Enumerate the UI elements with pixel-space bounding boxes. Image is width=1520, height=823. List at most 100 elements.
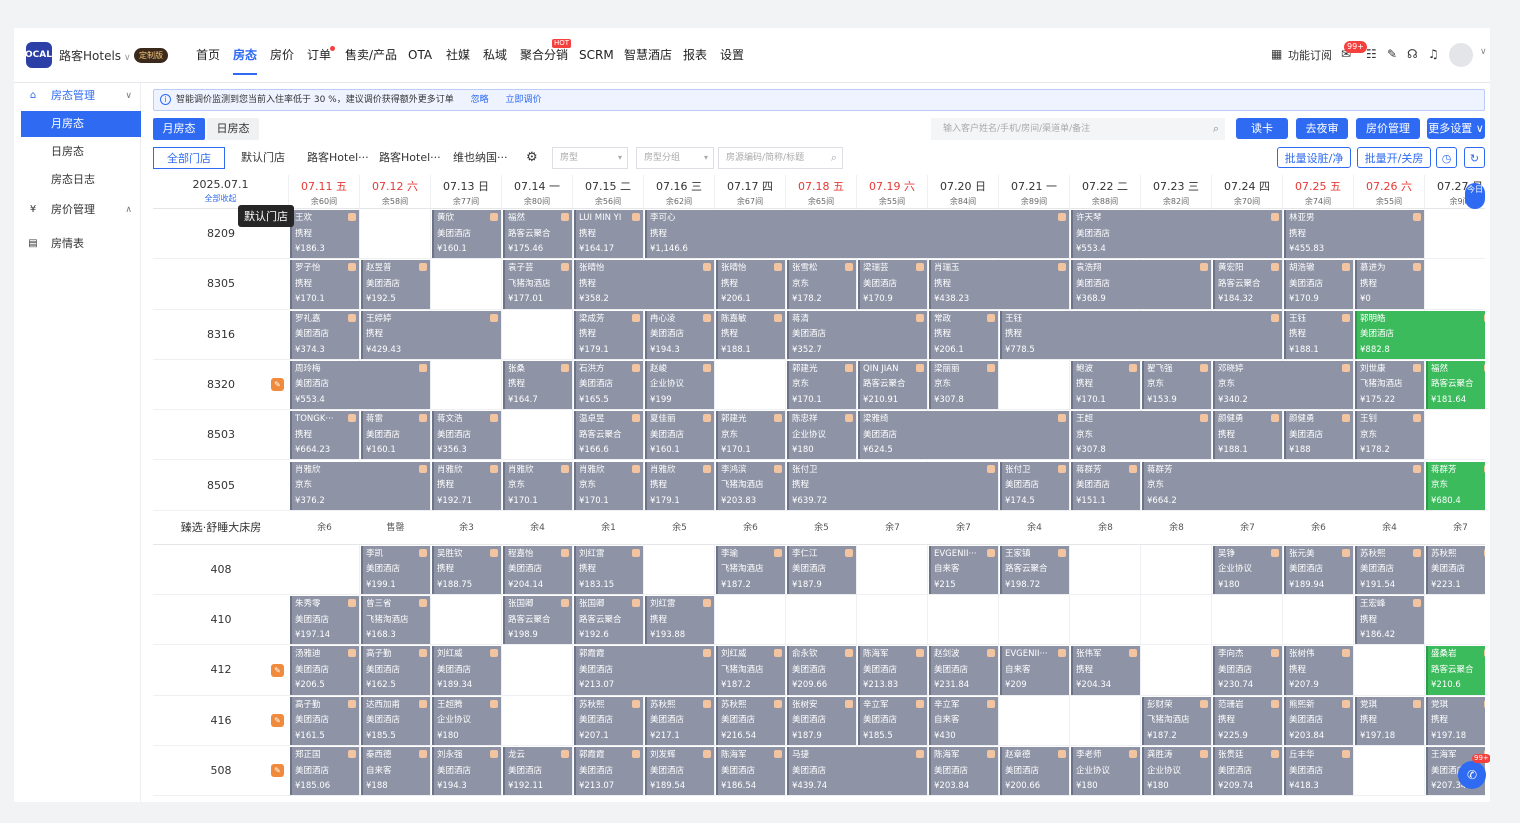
grid-cell[interactable] [999,595,1070,646]
grid-cell[interactable] [999,209,1070,260]
booking-block[interactable]: 邓晓婷 京东 ¥340.2 [1213,360,1353,410]
grid-cell[interactable] [431,544,502,596]
grid-cell[interactable] [1283,359,1354,411]
grid-cell[interactable] [1354,695,1425,746]
ignore-link[interactable]: 忽略 [470,95,489,105]
booking-block[interactable]: 汤雅迪 美团酒店 ¥206.5 [290,646,359,695]
room-group-select[interactable]: 房型分组 ▾ [636,147,714,169]
booking-block[interactable]: 马捷 美团酒店 ¥439.74 [787,747,927,796]
grid-cell[interactable] [786,359,857,411]
booking-block[interactable]: 李老师 企业协议 ¥180 [1071,747,1140,796]
tab-daily-view[interactable]: 日房态 [207,118,259,140]
booking-block[interactable]: 张国卿 路客云聚合 ¥192.6 [574,596,643,645]
grid-cell[interactable] [1070,746,1141,797]
store-tab-hotel-2[interactable]: 路客Hotel··· [379,151,441,164]
booking-block[interactable]: 李仁江 美团酒店 ¥187.9 [787,545,856,595]
booking-block[interactable]: 龚胜涛 企业协议 ¥180 [1142,747,1211,796]
nav-item[interactable]: 聚合分销 HOT [520,28,572,83]
grid-cell[interactable] [360,544,431,596]
booking-block[interactable]: 高子勤 美团酒店 ¥162.5 [361,646,430,695]
grid-cell[interactable] [999,259,1070,310]
grid-cell[interactable] [1354,460,1425,511]
booking-block[interactable]: 林亚男 携程 ¥455.83 [1284,210,1424,259]
grid-cell[interactable] [1283,309,1354,360]
headset-icon[interactable]: ☊ [1407,47,1418,61]
grid-cell[interactable] [1283,695,1354,746]
booking-block[interactable]: 党琪 携程 ¥197.18 [1426,696,1485,745]
booking-block[interactable]: 陈海军 美团酒店 ¥213.83 [858,646,927,695]
booking-block[interactable]: 郭建光 京东 ¥170.1 [787,360,856,410]
booking-block[interactable]: 吴胜钦 携程 ¥188.75 [432,545,501,595]
booking-block[interactable]: 罗礼嘉 美团酒店 ¥374.3 [290,310,359,359]
grid-cell[interactable] [857,359,928,411]
grid-cell[interactable] [644,746,715,797]
grid-cell[interactable] [857,309,928,360]
cleaning-status-icon[interactable]: ✎ [271,663,284,677]
booking-block[interactable]: 刘发辉 美团酒店 ¥189.54 [645,747,714,796]
grid-cell[interactable] [644,460,715,511]
grid-cell[interactable] [715,645,786,696]
grid-cell[interactable] [644,309,715,360]
booking-block[interactable]: 丘丰华 美团酒店 ¥418.3 [1284,747,1353,796]
grid-cell[interactable] [1354,410,1425,461]
grid-cell[interactable] [502,544,573,596]
grid-cell[interactable] [1070,595,1141,646]
night-audit-button[interactable]: 去夜审 [1296,118,1348,139]
read-card-button[interactable]: 读卡 [1236,118,1288,139]
booking-block[interactable]: 熊熙新 美团酒店 ¥203.84 [1284,696,1353,745]
collapse-all-link[interactable]: 全部收起 [204,194,237,203]
refresh-icon[interactable]: ↻ [1464,147,1485,168]
booking-block[interactable]: 冉心凌 美团酒店 ¥194.3 [645,310,714,359]
hotel-switcher[interactable]: 路客Hotels ∨ [59,49,131,63]
grid-cell[interactable] [715,695,786,746]
room-type-select[interactable]: 房型 ▾ [552,147,628,169]
grid-cell[interactable] [360,595,431,646]
booking-block[interactable]: 张晴怡 携程 ¥206.1 [716,260,785,309]
nav-item[interactable]: 房态 [233,28,258,83]
booking-block[interactable]: 袁子芸 飞猪淘酒店 ¥177.01 [503,260,572,309]
grid-cell[interactable] [289,309,360,360]
booking-block[interactable]: 陈海军 美团酒店 ¥186.54 [716,747,785,796]
nav-item[interactable]: 私域 [483,28,507,83]
bell-icon[interactable]: ♫ [1428,47,1439,61]
nav-item[interactable]: 售卖/产品 [345,28,397,83]
grid-cell[interactable] [502,695,573,746]
grid-cell[interactable] [1070,460,1141,511]
grid-cell[interactable] [502,645,573,696]
grid-cell[interactable] [857,544,928,596]
sidebar-item-monthly[interactable]: 月房态 [21,111,141,137]
grid-cell[interactable] [289,746,360,797]
grid-cell[interactable] [786,259,857,310]
grid-cell[interactable] [1425,209,1485,260]
grid-cell[interactable] [289,645,360,696]
booking-block[interactable]: TONGK··· 携程 ¥664.23 [290,411,359,460]
booking-block[interactable]: 肖雅欣 京东 ¥170.1 [574,461,643,510]
grid-cell[interactable] [1354,746,1425,797]
grid-cell[interactable] [1141,359,1212,411]
settings-gear-icon[interactable]: ⚙ [526,150,538,165]
booking-block[interactable]: 郑正国 美团酒店 ¥185.06 [290,747,359,796]
grid-cell[interactable] [502,460,573,511]
grid-cell[interactable] [857,595,928,646]
booking-block[interactable]: 张贵廷 美团酒店 ¥209.74 [1213,747,1282,796]
booking-block[interactable]: 李凯 美团酒店 ¥199.1 [361,545,430,595]
grid-cell[interactable] [715,359,786,411]
grid-cell[interactable] [502,746,573,797]
grid-cell[interactable] [431,410,502,461]
booking-block[interactable]: 罗子怡 携程 ¥170.1 [290,260,359,309]
grid-cell[interactable] [1070,359,1141,411]
booking-block[interactable]: 赵剑波 美团酒店 ¥231.84 [929,646,998,695]
booking-block[interactable]: 李可心 携程 ¥1,146.6 [645,210,1069,259]
grid-cell[interactable] [715,460,786,511]
booking-block[interactable]: 胡浩辙 美团酒店 ¥170.9 [1284,260,1353,309]
booking-block[interactable]: 王超腾 企业协议 ¥180 [432,696,501,745]
booking-block[interactable]: 彭财荣 飞猪淘酒店 ¥187.2 [1142,696,1211,745]
grid-cell[interactable] [1425,595,1485,646]
avatar[interactable] [1449,43,1473,67]
booking-block[interactable]: 达西加甫 美团酒店 ¥185.5 [361,696,430,745]
message-icon[interactable]: ✉ [1341,47,1352,61]
grid-cell[interactable] [1212,645,1283,696]
grid-cell[interactable] [360,695,431,746]
booking-block[interactable]: 蒋群芳 京东 ¥680.4 [1426,461,1485,510]
booking-block[interactable]: 刘永强 美团酒店 ¥194.3 [432,747,501,796]
